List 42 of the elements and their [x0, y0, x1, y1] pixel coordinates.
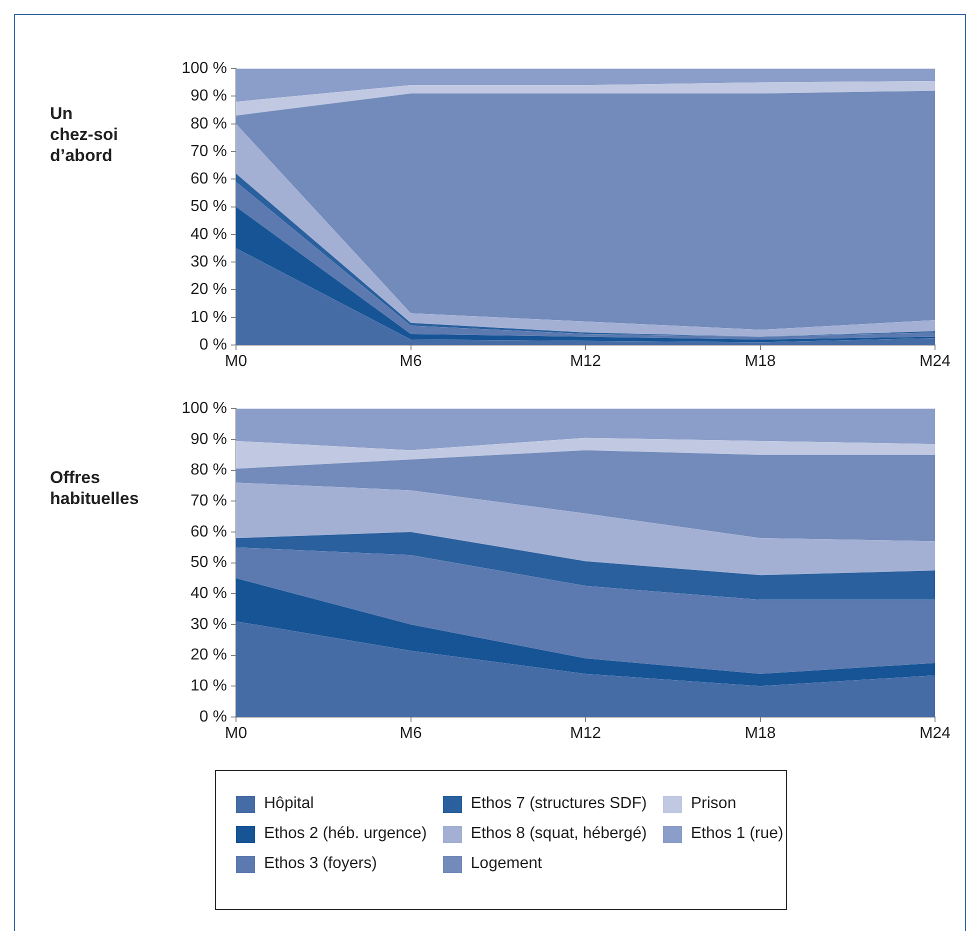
y-axis-title: Offres habituelles	[50, 468, 139, 508]
x-tick-label: M24	[919, 725, 951, 742]
y-tick-label: 20 %	[190, 646, 227, 664]
legend-label: Ethos 7 (structures SDF)	[470, 795, 647, 813]
x-tick-label: M6	[400, 353, 422, 370]
legend-label: Ethos 2 (héb. urgence)	[264, 825, 427, 843]
y-tick-label: 20 %	[190, 281, 227, 298]
y-tick-label: 80 %	[190, 462, 227, 479]
legend-label: Ethos 1 (rue)	[690, 825, 784, 843]
y-tick-label: 100 %	[182, 400, 227, 418]
x-tick-label: M0	[224, 353, 248, 370]
y-tick-label: 40 %	[190, 585, 227, 602]
legend-label: Logement	[470, 855, 542, 873]
y-tick-label: 70 %	[190, 492, 227, 510]
x-tick-label: M24	[919, 353, 951, 370]
y-tick-label: 90 %	[190, 430, 227, 448]
legend-label: Ethos 3 (foyers)	[264, 855, 377, 873]
y-tick-label: 10 %	[190, 308, 227, 326]
y-tick-label: 30 %	[190, 253, 227, 270]
x-tick-label: M6	[400, 725, 422, 742]
y-tick-label: 40 %	[190, 226, 227, 243]
x-tick-label: M18	[744, 725, 776, 742]
y-tick-label: 30 %	[190, 616, 227, 633]
x-tick-label: M12	[570, 725, 602, 742]
x-tick-label: M0	[224, 725, 248, 742]
legend-label: Hôpital	[264, 795, 314, 813]
legend-label: Prison	[690, 795, 736, 813]
y-tick-label: 0 %	[199, 336, 227, 354]
y-tick-label: 50 %	[190, 198, 227, 216]
y-axis-title: Un chez-soi d’abord	[50, 104, 118, 165]
y-tick-label: 70 %	[190, 142, 227, 160]
y-tick-label: 100 %	[182, 60, 227, 78]
y-tick-label: 60 %	[190, 523, 227, 540]
y-tick-label: 80 %	[190, 115, 227, 132]
y-tick-label: 0 %	[199, 708, 227, 726]
y-tick-label: 90 %	[190, 88, 227, 105]
y-tick-label: 50 %	[190, 554, 227, 572]
legend-label: Ethos 8 (squat, hébergé)	[470, 825, 647, 843]
y-tick-label: 10 %	[190, 678, 227, 695]
x-tick-label: M12	[570, 353, 602, 370]
y-tick-label: 60 %	[190, 170, 227, 188]
x-tick-label: M18	[744, 353, 776, 370]
